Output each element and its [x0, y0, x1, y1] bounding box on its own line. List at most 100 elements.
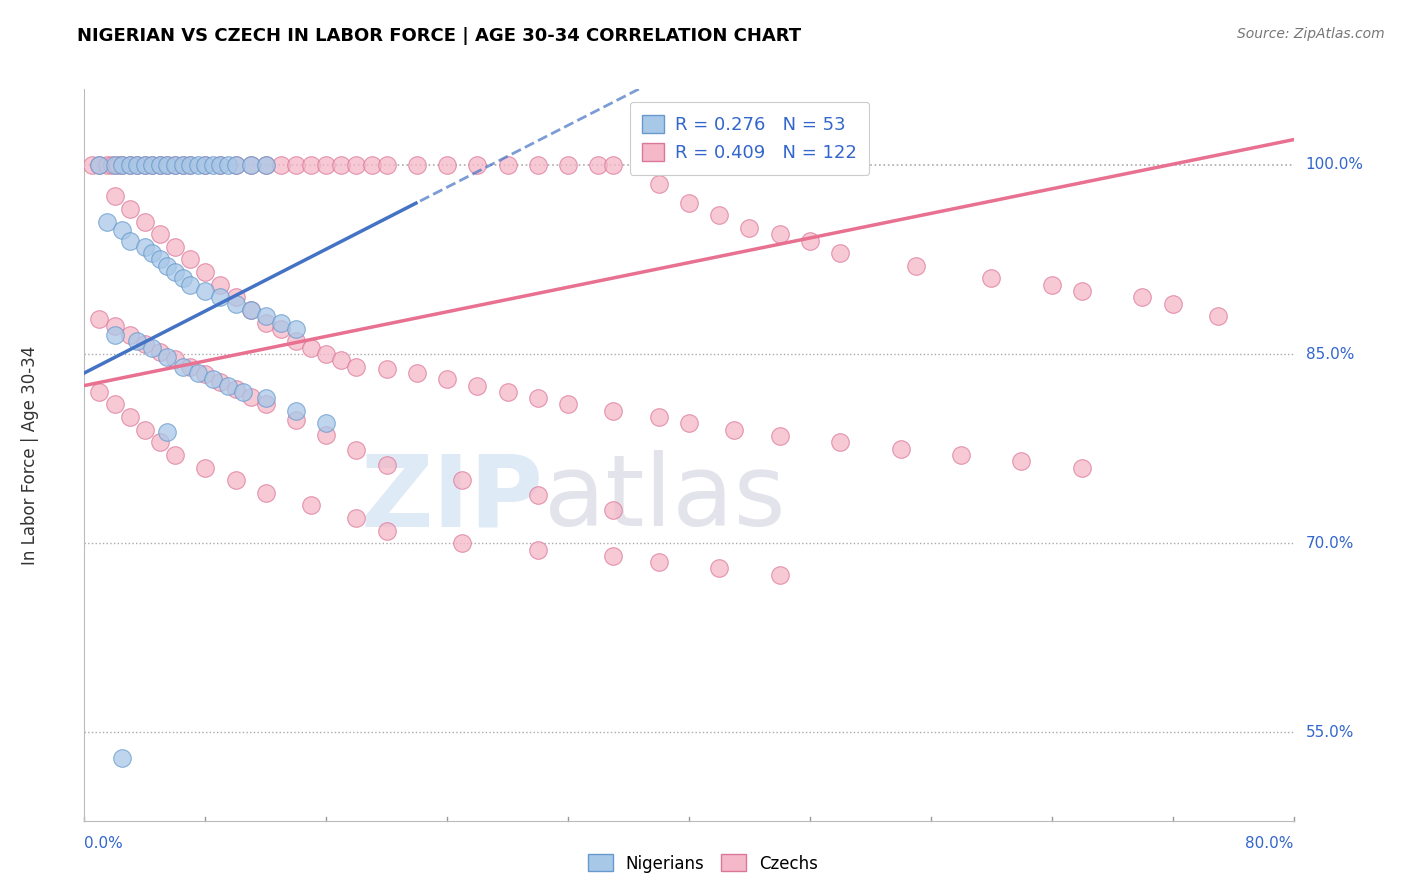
- Point: [118, 202, 141, 216]
- Point: [225, 158, 247, 172]
- Point: [118, 410, 141, 425]
- Point: [375, 158, 398, 172]
- Point: [127, 158, 149, 172]
- Point: [239, 302, 262, 317]
- Point: [496, 384, 519, 399]
- Point: [134, 423, 156, 437]
- Point: [285, 404, 308, 418]
- Legend: Nigerians, Czechs: Nigerians, Czechs: [581, 847, 825, 880]
- Point: [346, 359, 368, 374]
- Point: [723, 423, 745, 437]
- Point: [1206, 309, 1229, 323]
- Point: [194, 265, 217, 279]
- Point: [165, 265, 187, 279]
- Point: [315, 427, 337, 442]
- Point: [799, 234, 821, 248]
- Point: [165, 158, 187, 172]
- Point: [118, 328, 141, 343]
- Point: [141, 158, 163, 172]
- Point: [134, 240, 156, 254]
- Point: [360, 158, 382, 172]
- Point: [217, 378, 239, 392]
- Point: [187, 366, 209, 380]
- Point: [436, 158, 458, 172]
- Text: Source: ZipAtlas.com: Source: ZipAtlas.com: [1237, 27, 1385, 41]
- Point: [254, 316, 277, 330]
- Point: [738, 221, 761, 235]
- Point: [769, 429, 792, 443]
- Text: 55.0%: 55.0%: [1306, 725, 1354, 739]
- Point: [769, 567, 792, 582]
- Point: [225, 382, 247, 396]
- Text: 80.0%: 80.0%: [1246, 836, 1294, 851]
- Point: [104, 328, 127, 343]
- Point: [346, 442, 368, 457]
- Point: [602, 158, 624, 172]
- Point: [890, 442, 912, 456]
- Point: [127, 158, 149, 172]
- Point: [179, 158, 201, 172]
- Point: [149, 158, 172, 172]
- Point: [299, 158, 322, 172]
- Point: [315, 417, 337, 431]
- Point: [1161, 296, 1184, 310]
- Point: [156, 158, 179, 172]
- Point: [436, 372, 458, 386]
- Point: [111, 158, 134, 172]
- Point: [239, 158, 262, 172]
- Point: [270, 158, 292, 172]
- Point: [239, 158, 262, 172]
- Point: [254, 309, 277, 323]
- Point: [1071, 460, 1094, 475]
- Point: [346, 158, 368, 172]
- Point: [172, 359, 194, 374]
- Point: [107, 158, 129, 172]
- Point: [104, 319, 127, 334]
- Point: [270, 322, 292, 336]
- Point: [285, 158, 308, 172]
- Point: [217, 158, 239, 172]
- Point: [111, 750, 134, 764]
- Point: [149, 435, 172, 450]
- Point: [149, 227, 172, 242]
- Point: [104, 189, 127, 203]
- Point: [375, 524, 398, 538]
- Point: [156, 158, 179, 172]
- Point: [496, 158, 519, 172]
- Point: [330, 353, 353, 368]
- Point: [451, 536, 474, 550]
- Point: [830, 435, 852, 450]
- Point: [134, 337, 156, 351]
- Point: [1130, 290, 1153, 304]
- Point: [194, 368, 217, 382]
- Point: [254, 158, 277, 172]
- Point: [254, 485, 277, 500]
- Point: [209, 277, 232, 292]
- Point: [330, 158, 353, 172]
- Point: [709, 561, 731, 575]
- Point: [648, 555, 671, 569]
- Point: [134, 158, 156, 172]
- Point: [209, 290, 232, 304]
- Point: [194, 158, 217, 172]
- Point: [225, 473, 247, 487]
- Point: [375, 362, 398, 376]
- Point: [141, 158, 163, 172]
- Point: [149, 252, 172, 267]
- Point: [89, 384, 111, 399]
- Point: [118, 158, 141, 172]
- Point: [527, 158, 550, 172]
- Point: [527, 488, 550, 502]
- Point: [104, 397, 127, 411]
- Point: [270, 316, 292, 330]
- Point: [299, 341, 322, 355]
- Point: [156, 350, 179, 364]
- Point: [315, 347, 337, 361]
- Point: [89, 158, 111, 172]
- Point: [406, 158, 429, 172]
- Point: [709, 208, 731, 222]
- Point: [254, 391, 277, 405]
- Point: [156, 259, 179, 273]
- Point: [346, 511, 368, 525]
- Point: [769, 227, 792, 242]
